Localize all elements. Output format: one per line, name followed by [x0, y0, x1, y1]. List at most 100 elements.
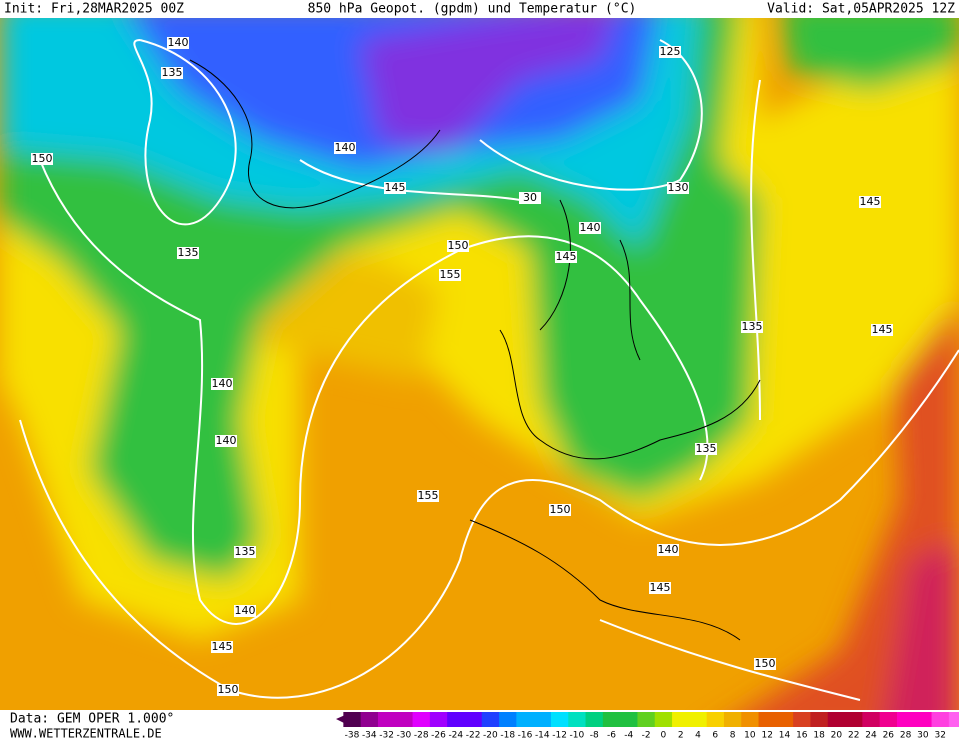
contour-label-box — [649, 582, 671, 594]
legend-swatch — [343, 712, 362, 727]
legend-tick-label: -4 — [624, 731, 633, 741]
map-title: 850 hPa Geopot. (gpdm) und Temperatur (°… — [308, 2, 637, 17]
legend-swatch — [775, 712, 794, 727]
contour-label: 145 — [212, 640, 233, 653]
contour-label: 140 — [235, 604, 256, 617]
geopotential-contours — [19, 39, 959, 701]
color-legend: -38 -34 -32 -30 -28 -26 -24 -22 -20 -18 -16 -14 -12-… — [336, 712, 959, 741]
legend-tick-label: 30 — [917, 731, 929, 741]
contour-label: 145 — [860, 195, 881, 208]
contour-label-box — [871, 324, 893, 336]
contour-label: 150 — [550, 503, 571, 516]
contour-label-box — [215, 435, 237, 447]
contour-label-box — [659, 46, 681, 58]
contour-label-box — [549, 504, 571, 516]
contour-label-box — [741, 321, 763, 333]
contour-label: 145 — [872, 323, 893, 336]
legend-tick-label: 6 — [712, 731, 718, 741]
contour-label: 130 — [668, 181, 689, 194]
contour-label-box — [579, 222, 601, 234]
header-bar — [0, 0, 959, 18]
legend-swatch — [516, 712, 535, 727]
legend-swatch — [464, 712, 483, 727]
contour-label: 135 — [696, 442, 717, 455]
legend-swatch — [499, 712, 517, 727]
legend-tick-label: -2 — [642, 731, 651, 741]
legend-tick-label: 22 — [848, 731, 859, 741]
legend-swatch — [758, 712, 777, 727]
legend-tick-label: -26 — [431, 731, 446, 741]
contour-label-box — [695, 443, 717, 455]
contour-label-box — [447, 240, 469, 252]
legend-swatch — [602, 712, 621, 727]
legend-swatch — [879, 712, 898, 727]
legend-tick-label: -12 — [552, 731, 567, 741]
legend-tick-label: 2 — [678, 731, 684, 741]
contour-label: 140 — [335, 141, 356, 154]
legend-tick-label: 8 — [730, 731, 736, 741]
legend-swatch — [412, 712, 431, 727]
legend-tick-label: -32 — [379, 731, 394, 741]
legend-swatch — [481, 712, 500, 727]
legend-swatch — [585, 712, 604, 727]
contour-label-box — [417, 490, 439, 502]
contour-label-box — [555, 251, 577, 263]
contour-label: 155 — [440, 268, 461, 281]
legend-tick-label: -30 — [397, 731, 412, 741]
legend-swatch — [896, 712, 915, 727]
contour-label: 150 — [32, 152, 53, 165]
legend-tick-label: 12 — [761, 731, 772, 741]
legend-tick-label: 10 — [744, 731, 756, 741]
contour-label: 135 — [162, 66, 183, 79]
contour-label: 150 — [755, 657, 776, 670]
contour-label: 150 — [218, 683, 239, 696]
legend-tick-label: -6 — [607, 731, 616, 741]
legend-swatch — [429, 712, 448, 727]
contour-label: 150 — [448, 239, 469, 252]
legend-tick-label: 16 — [796, 731, 808, 741]
init-time: Init: Fri,28MAR2025 00Z — [4, 2, 184, 17]
contour-label-box — [384, 182, 406, 194]
legend-tick-label: -8 — [590, 731, 599, 741]
legend-swatch — [689, 712, 708, 727]
contour-label: 140 — [658, 543, 679, 556]
contour-label-box — [667, 182, 689, 194]
legend-swatch — [723, 712, 742, 727]
legend-tick-label: 20 — [831, 731, 843, 741]
contour-label-box — [234, 546, 256, 558]
valid-time: Valid: Sat,05APR2025 12Z — [767, 2, 955, 17]
legend-tick-label: -20 — [483, 731, 498, 741]
contour-label-box — [161, 67, 183, 79]
legend-tick-label: -14 — [535, 731, 550, 741]
contour-label-box — [439, 269, 461, 281]
legend-tick-label: 28 — [900, 731, 912, 741]
legend-swatch — [672, 712, 690, 727]
contour-label: 125 — [660, 45, 681, 58]
legend-tick-label: -16 — [518, 731, 533, 741]
legend-swatch — [637, 712, 656, 727]
contour-label-box — [657, 544, 679, 556]
legend-tick-label: -34 — [362, 731, 377, 741]
contour-label-box — [31, 153, 53, 165]
contour-label: 140 — [168, 36, 189, 49]
legend-swatch — [447, 712, 465, 727]
legend-swatch — [620, 712, 638, 727]
legend-swatch — [948, 712, 959, 727]
legend-tick-label: -28 — [414, 731, 429, 741]
contour-label: 140 — [212, 377, 233, 390]
contour-label: 145 — [556, 250, 577, 263]
legend-swatch — [706, 712, 725, 727]
contour-label-box — [177, 247, 199, 259]
contour-label: 140 — [216, 434, 237, 447]
legend-tick-label: -24 — [448, 731, 463, 741]
contour-label-box — [234, 605, 256, 617]
legend-tick-label: 32 — [934, 731, 945, 741]
legend-tick-label: 4 — [695, 731, 701, 741]
contour-label-box — [519, 192, 541, 204]
legend-swatch — [931, 712, 950, 727]
legend-swatch — [810, 712, 829, 727]
legend-tick-label: 26 — [883, 731, 895, 741]
contour-label: 145 — [385, 181, 406, 194]
legend-swatch — [550, 712, 569, 727]
